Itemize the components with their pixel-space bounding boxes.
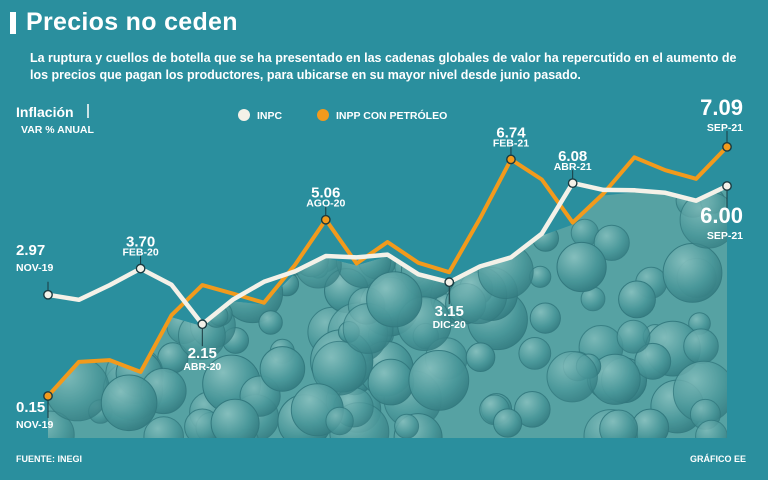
inpc-marker-feb-20 — [135, 263, 146, 274]
produce-item — [260, 194, 285, 219]
footer-band — [0, 438, 768, 480]
annotation-date-feb-21: FEB-21 — [493, 137, 529, 149]
annotation-value-nov-19: 2.97 — [16, 242, 45, 259]
produce-item — [210, 398, 260, 438]
produce-photo — [48, 188, 727, 438]
inpp-marker-ago-20 — [320, 214, 331, 225]
produce-item — [111, 188, 166, 231]
produce-item — [101, 299, 141, 339]
legend-swatch-inpc — [238, 109, 250, 121]
annotation-date-sep-21: SEP-21 — [707, 230, 743, 242]
produce-item — [394, 413, 420, 438]
produce-item — [634, 342, 672, 380]
inpc-marker-abr-20 — [197, 319, 208, 330]
y-axis-label: Inflación — [16, 104, 74, 120]
inpp-series-line — [46, 144, 729, 398]
produce-photo-clip — [48, 188, 727, 438]
produce-item — [89, 220, 118, 249]
annotation-date-abr-21: ABR-21 — [554, 161, 592, 173]
produce-item — [100, 374, 158, 432]
inpp-marker-sep-21 — [722, 141, 732, 152]
annotation-date-dic-20: DIC-20 — [433, 319, 466, 331]
produce-item — [493, 408, 523, 438]
annotation-value-nov-19: 0.15 — [16, 399, 45, 416]
produce-item — [48, 309, 94, 362]
legend-swatch-inpp — [317, 109, 329, 121]
inpc-marker-nov-19 — [43, 289, 53, 300]
inpc-marker-abr-21 — [567, 178, 578, 189]
y-axis-unit: VAR % ANUAL — [21, 124, 95, 136]
annotation-value-abr-20: 2.15 — [188, 345, 217, 362]
produce-item — [529, 302, 561, 334]
produce-item — [325, 406, 354, 436]
produce-item — [556, 241, 607, 293]
produce-item — [616, 319, 651, 354]
annotation-value-sep-21: 6.00 — [700, 203, 743, 228]
annotation-date-sep-21: SEP-21 — [707, 122, 743, 134]
produce-item — [408, 350, 470, 411]
produce-item — [132, 188, 191, 230]
produce-item — [200, 229, 255, 284]
produce-item — [366, 271, 423, 328]
inpp-marker-nov-19 — [43, 391, 53, 401]
inpc-marker-sep-21 — [722, 181, 732, 191]
annotation-date-nov-19: NOV-19 — [16, 419, 54, 431]
produce-item — [233, 216, 260, 243]
produce-item — [518, 337, 552, 370]
produce-item — [48, 410, 75, 438]
annotation-date-ago-20: AGO-20 — [306, 198, 345, 210]
produce-item — [514, 391, 551, 428]
page-title: Precios no ceden — [26, 8, 238, 36]
annotation-value-feb-20: 3.70 — [126, 234, 155, 251]
annotation-date-feb-20: FEB-20 — [122, 247, 158, 259]
produce-item — [465, 342, 496, 373]
produce-item — [150, 196, 175, 222]
annotation-value-sep-21: 7.09 — [700, 95, 743, 120]
source-note: FUENTE: INEGI — [16, 454, 83, 464]
subtitle: La ruptura y cuellos de botella que se h… — [30, 51, 737, 82]
inpc-series-line — [45, 180, 730, 327]
produce-item — [143, 416, 184, 438]
produce-item — [487, 188, 518, 216]
produce-item — [258, 310, 283, 335]
title-accent — [10, 11, 16, 34]
produce-item — [695, 419, 727, 438]
produce-item — [618, 280, 656, 319]
produce-item — [599, 409, 638, 438]
produce-item — [513, 190, 540, 217]
title-bar: Precios no ceden — [10, 8, 238, 37]
credit-note: GRÁFICO EE — [689, 454, 746, 464]
inpc-marker-dic-20 — [444, 277, 455, 288]
produce-item — [48, 296, 69, 338]
markers-layer — [43, 130, 732, 418]
produce-item — [546, 351, 598, 403]
legend-label-inpc: INPC — [257, 110, 283, 122]
produce-item — [406, 188, 443, 224]
inpp-marker-feb-21 — [506, 154, 516, 165]
produce-item — [366, 195, 401, 230]
annotation-value-abr-21: 6.08 — [558, 148, 587, 165]
produce-item — [259, 346, 306, 392]
annotation-value-dic-20: 3.15 — [435, 303, 464, 320]
produce-tint — [48, 188, 727, 438]
produce-item — [48, 211, 91, 264]
produce-item — [593, 224, 630, 261]
produce-item — [253, 199, 305, 251]
legend-label-inpp: INPP CON PETRÓLEO — [336, 109, 447, 122]
lines-layer — [45, 144, 730, 398]
produce-item — [65, 240, 108, 284]
annotation-value-ago-20: 5.06 — [311, 185, 340, 202]
annotation-date-abr-20: ABR-20 — [183, 361, 221, 373]
annotation-date-nov-19: NOV-19 — [16, 262, 54, 274]
produce-item — [83, 226, 109, 252]
annotation-value-feb-21: 6.74 — [496, 124, 526, 141]
